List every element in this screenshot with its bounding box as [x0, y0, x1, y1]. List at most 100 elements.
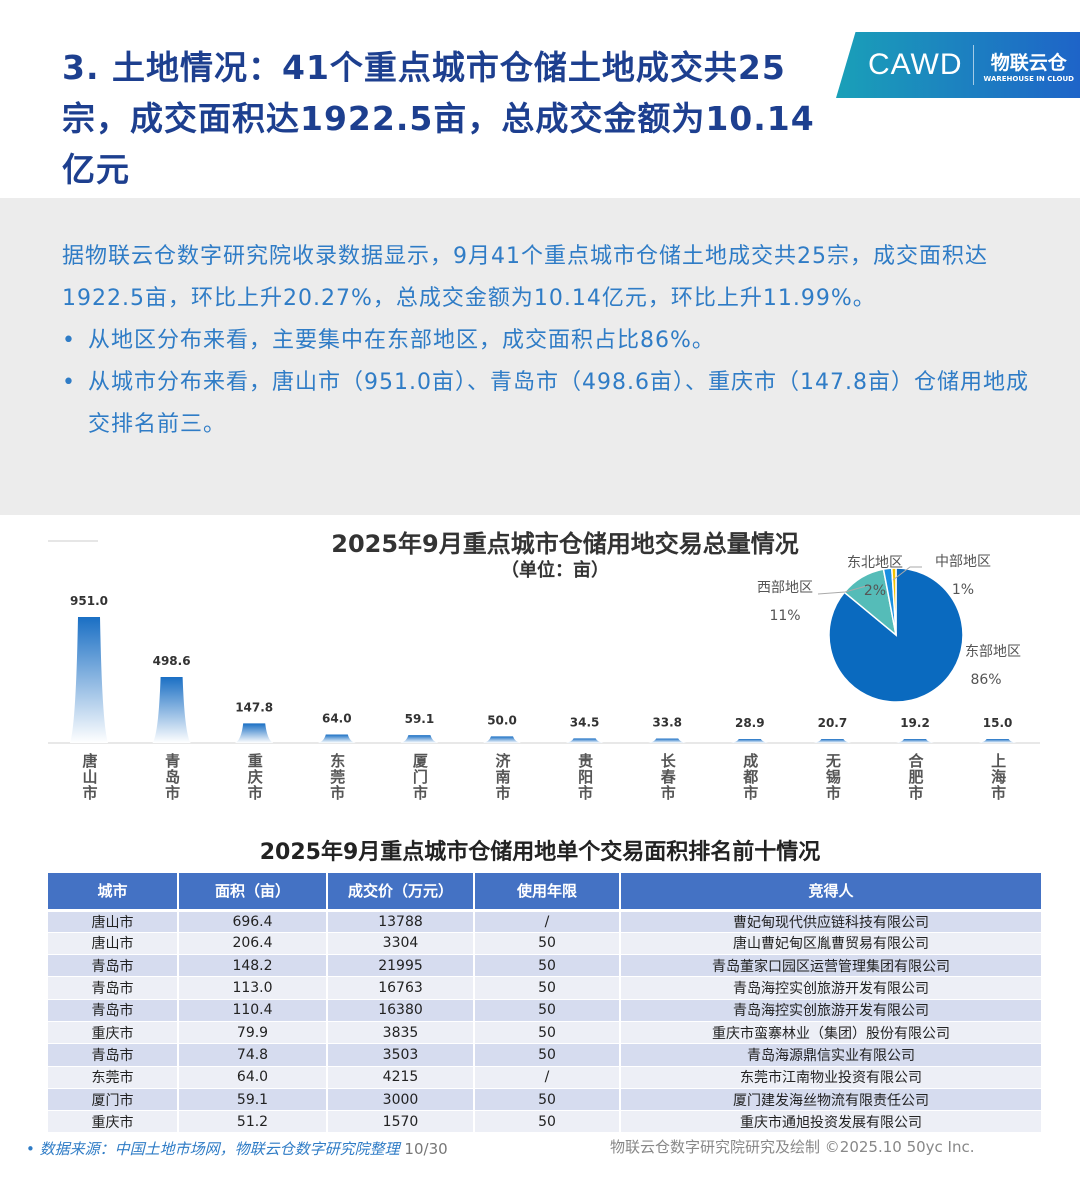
pie-label: 东部地区 [965, 644, 1021, 660]
table-row: 东莞市 64.0 4215/东莞市江南物业投资有限公司 [48, 1066, 1043, 1089]
pie-percent: 11% [769, 608, 800, 624]
bar-value-label: 498.6 [153, 654, 191, 668]
table-cell: 青岛海控实创旅游开发有限公司 [620, 999, 1043, 1022]
table-cell: 50 [474, 1110, 621, 1134]
table-cell: 唐山市 [48, 932, 179, 956]
category-label: 长春市 [661, 752, 677, 802]
table-cell: 206.4 [178, 932, 328, 956]
data-source: • 数据来源：中国土地市场网，物联云仓数字研究院整理 10/30 [26, 1140, 448, 1158]
leader-line [817, 584, 871, 595]
table-cell: 青岛董家口园区运营管理集团有限公司 [620, 954, 1043, 978]
table-cell: 青岛市 [48, 1043, 179, 1067]
table-cell: 110.4 [178, 999, 328, 1022]
table-cell: 13788 [327, 910, 475, 933]
table-row: 青岛市 110.4 16380 50 青岛海控实创旅游开发有限公司 [48, 999, 1043, 1022]
bar-value-label: 59.1 [405, 712, 435, 726]
table-cell: 青岛海控实创旅游开发有限公司 [620, 976, 1043, 1000]
table-cell: 3000 [327, 1088, 475, 1112]
category-label: 唐山市 [82, 752, 97, 802]
bar-value-label: 19.2 [900, 716, 930, 730]
table-cell: 东莞市 [48, 1066, 179, 1089]
table-row: 唐山市 696.4 13788/曹妃甸现代供应链科技有限公司 [48, 910, 1043, 933]
bar-value-label: 15.0 [983, 716, 1013, 730]
table-row: 厦门市 59.1 3000 50 厦门建发海丝物流有限责任公司 [48, 1088, 1043, 1112]
chart-unit: （单位：亩） [501, 560, 609, 581]
category-label: 无锡市 [825, 752, 841, 802]
pie-label: 东北地区 [847, 555, 903, 571]
category-label: 青岛市 [165, 752, 180, 802]
table-cell: 重庆市 [48, 1110, 179, 1134]
table-cell: 东莞市江南物业投资有限公司 [620, 1066, 1043, 1089]
table-cell: 59.1 [178, 1088, 328, 1112]
pie-percent: 2% [864, 583, 886, 599]
table-cell: 曹妃甸现代供应链科技有限公司 [620, 910, 1043, 933]
table-cell: 厦门市 [48, 1088, 179, 1112]
table-row: 重庆市 51.2 1570 50 重庆市通旭投资发展有限公司 [48, 1110, 1043, 1134]
table-cell: 51.2 [178, 1110, 328, 1134]
leader-line [892, 566, 922, 581]
table-cell: 厦门建发海丝物流有限责任公司 [620, 1088, 1043, 1112]
category-label: 贵阳市 [578, 752, 593, 802]
column-header: 面积（亩） [178, 873, 328, 912]
table-cell: 重庆市 [48, 1021, 179, 1045]
table-cell: 696.4 [178, 910, 328, 933]
table-cell: 64.0 [178, 1066, 328, 1089]
bar-value-label: 28.9 [735, 716, 765, 730]
table-cell: 21995 [327, 954, 475, 978]
table-cell: 16380 [327, 999, 475, 1022]
pie-label: 中部地区 [935, 554, 991, 570]
table-cell: 重庆市蛮寨林业（集团）股份有限公司 [620, 1021, 1043, 1045]
pie-label: 西部地区 [757, 580, 813, 596]
credit: 物联云仓数字研究院研究及绘制 ©2025.10 50yc Inc. [610, 1138, 975, 1156]
table-cell: 50 [474, 954, 621, 978]
table-cell: 79.9 [178, 1021, 328, 1045]
column-header: 竞得人 [620, 873, 1043, 912]
bar-value-label: 50.0 [487, 713, 517, 727]
pie-slice [828, 567, 964, 703]
bar [483, 736, 521, 743]
category-label: 东莞市 [330, 752, 345, 802]
table-cell: 青岛市 [48, 954, 179, 978]
table-row: 重庆市 79.9 3835 50 重庆市蛮寨林业（集团）股份有限公司 [48, 1021, 1043, 1045]
summary-text: 据物联云仓数字研究院收录数据显示，9月41个重点城市仓储土地成交共25宗，成交面… [62, 236, 1037, 446]
column-header: 成交价（万元） [327, 873, 475, 912]
ranking-table: 城市 面积（亩） 成交价（万元） 使用年限 竞得人 唐山市 696.4 13788/曹妃甸现… [48, 873, 1043, 1134]
page-number: 10/30 [404, 1140, 448, 1158]
bar-value-label: 20.7 [818, 716, 848, 730]
bar [400, 735, 439, 743]
bar [813, 739, 852, 743]
bar-value-label: 951.0 [70, 594, 108, 608]
bar [70, 617, 108, 743]
table-cell: 3503 [327, 1043, 475, 1067]
bar-value-label: 64.0 [322, 712, 352, 726]
wic-logo: 物联云仓 WAREHOUSE IN CLOUD [983, 51, 1074, 83]
table-cell: 青岛市 [48, 976, 179, 1000]
table-cell: 50 [474, 976, 621, 1000]
pie-percent: 1% [952, 582, 974, 598]
table-cell: 50 [474, 1088, 621, 1112]
bar [317, 734, 356, 743]
category-label: 济南市 [495, 752, 511, 802]
column-header: 城市 [48, 873, 179, 912]
page-title: 3. 土地情况：41个重点城市仓储土地成交共25宗，成交面积达1922.5亩，总… [62, 48, 815, 189]
bar-pie-chart: 951.0 唐山市 498.6 青岛市 147.8 重庆市 64.0 东莞市 59.1 厦门市 50… [48, 540, 1040, 802]
table-cell: 148.2 [178, 954, 328, 978]
table-row: 唐山市 206.4 3304 50 唐山曹妃甸区胤曹贸易有限公司 [48, 932, 1043, 956]
column-header: 使用年限 [474, 873, 621, 912]
table-cell: 50 [474, 1043, 621, 1067]
table-cell: 16763 [327, 976, 475, 1000]
table-cell: 唐山市 [48, 910, 179, 933]
cawd-logo: CAWD [868, 48, 963, 81]
table-cell: / [474, 910, 621, 933]
category-label: 上海市 [991, 752, 1006, 802]
logo: CAWD 物联云仓 WAREHOUSE IN CLOUD [836, 32, 1080, 98]
bar [730, 739, 769, 743]
bar [565, 738, 604, 743]
table-cell: 3304 [327, 932, 475, 956]
summary-bullet: 从城市分布来看，唐山市（951.0亩）、青岛市（498.6亩）、重庆市（147.… [62, 362, 1037, 446]
table-cell: 3835 [327, 1021, 475, 1045]
table-cell: / [474, 1066, 621, 1089]
chart-title: 2025年9月重点城市仓储用地交易总量情况 [331, 530, 799, 558]
bar [152, 676, 191, 743]
bar-value-label: 33.8 [652, 716, 682, 730]
